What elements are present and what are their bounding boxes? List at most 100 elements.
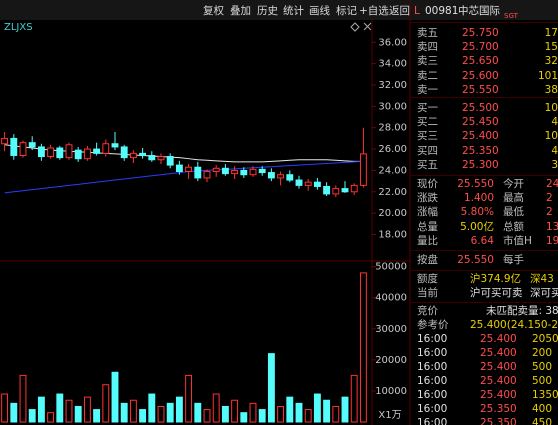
toolbar-button[interactable]: 叠加 (230, 5, 251, 17)
toolbar-button[interactable]: 返回 (389, 5, 410, 17)
volume-bar (10, 402, 18, 423)
stat-label: 最低 (503, 206, 524, 219)
candle-body (102, 143, 110, 154)
candle-body (350, 184, 358, 193)
stat-value: 5.00亿 (460, 220, 494, 233)
candle-body (249, 168, 257, 176)
quota-value: 深43 (530, 273, 554, 285)
candle-body (47, 147, 55, 158)
candle-body (129, 152, 137, 159)
stock-tag: SGT (504, 12, 518, 20)
quota-label: 当前 (417, 286, 438, 299)
lot-value: 25.550 (457, 254, 494, 266)
book-label: 买五 (417, 158, 438, 171)
stat-value: 1.400 (463, 192, 494, 205)
stat-label: 今开 (503, 178, 524, 190)
book-volume: 10 (544, 102, 558, 114)
trade-volume: 400 (532, 403, 553, 415)
separator (411, 22, 558, 23)
candle-body (267, 172, 275, 179)
auction-value: 未匹配卖量: 38 (486, 305, 558, 317)
book-price: 25.700 (462, 41, 499, 54)
candle-body (240, 169, 248, 176)
auction-label: 参考价 (417, 318, 449, 331)
volume-bar (102, 384, 110, 423)
volume-bar (56, 393, 64, 423)
toolbar-button[interactable]: 复权 (203, 5, 224, 17)
stat-label: 量比 (417, 234, 438, 247)
toolbar-button[interactable]: 统计 (283, 5, 304, 17)
trade-volume: 2050 (532, 333, 558, 345)
stat-label: 总量 (417, 220, 438, 233)
volume-bar (203, 409, 211, 423)
toolbar-bg (0, 0, 558, 20)
candle-body (332, 188, 340, 195)
trade-time: 16:00 (417, 333, 448, 345)
candle-body (157, 156, 165, 161)
trade-time: 16:00 (417, 417, 448, 425)
lot-label: 按盘 (417, 254, 438, 266)
trade-price: 25.350 (480, 417, 517, 425)
trade-time: 16:00 (417, 347, 448, 359)
candle-body (83, 148, 91, 160)
book-volume: 4 (551, 144, 558, 157)
ma-line (4, 144, 364, 163)
candle-body (28, 142, 36, 148)
volume-bar (277, 405, 285, 423)
candle-body (93, 148, 101, 154)
separator (411, 302, 558, 303)
volume-bar (65, 399, 73, 423)
volume-bar (231, 399, 239, 423)
book-label: 卖三 (417, 55, 438, 68)
stat-value: 13 (546, 220, 558, 233)
separator (411, 97, 558, 98)
candle-body (194, 166, 202, 179)
stat-value: 25.550 (457, 178, 494, 190)
trade-price: 25.400 (480, 347, 517, 359)
trade-price: 25.350 (480, 403, 517, 415)
volume-bar (166, 402, 174, 423)
indicator-label: ZLJXS (4, 22, 33, 33)
candle-body (175, 164, 183, 173)
separator (411, 250, 558, 251)
volume-bar (1, 393, 9, 423)
candle-body (74, 149, 82, 160)
volume-bar (323, 399, 331, 423)
toolbar-button[interactable]: 历史 (257, 5, 278, 17)
y-tick-label: 34.00 (378, 59, 407, 70)
candle-body (286, 174, 294, 181)
stat-label: 涨跌 (417, 192, 438, 205)
stat-value: 2 (546, 192, 553, 205)
candle-body (65, 144, 73, 159)
y-tick-label: 30000 (375, 324, 407, 335)
y-tick-label: 26.00 (378, 144, 407, 155)
candle-body (1, 137, 9, 145)
candle-body (203, 171, 211, 179)
book-price: 25.300 (462, 158, 499, 171)
book-label: 卖一 (417, 83, 438, 96)
book-price: 25.650 (462, 55, 499, 68)
stat-value: 19 (546, 234, 558, 247)
y-tick-label: 24.00 (378, 165, 407, 176)
toolbar-button[interactable]: 标记 (336, 5, 357, 17)
y-tick-label: 20000 (375, 355, 407, 366)
volume-bar (148, 393, 156, 423)
book-volume: 101 (537, 69, 558, 82)
icon-close[interactable] (363, 22, 372, 31)
volume-bar (129, 399, 137, 423)
volume-bar (359, 272, 367, 423)
toolbar-button[interactable]: 画线 (309, 5, 330, 17)
candle-body (341, 188, 349, 193)
volume-bar (332, 405, 340, 423)
toolbar-button[interactable]: +自选 (359, 5, 389, 17)
volume-bar (120, 402, 128, 423)
icon-diamond[interactable] (350, 22, 360, 32)
volume-unit: X1万 (378, 410, 401, 421)
candle-body (304, 181, 312, 186)
ma-line (4, 160, 364, 194)
y-tick-label: 32.00 (378, 80, 407, 91)
stat-value: 5.80% (460, 206, 494, 219)
trade-price: 25.400 (480, 375, 517, 387)
volume-bar (304, 409, 312, 423)
